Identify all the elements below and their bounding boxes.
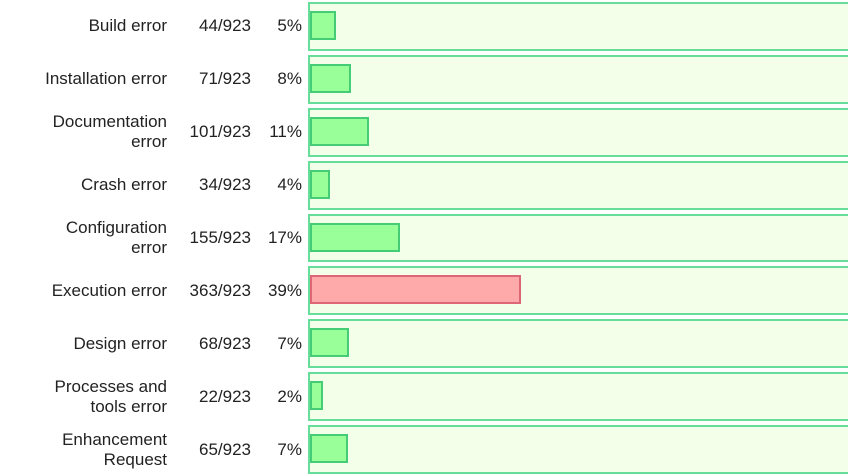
category-label: Enhancement Request [20,423,167,476]
percent-label-text: 7% [277,333,302,353]
percent-label: 8% [277,53,302,106]
bar [310,381,323,411]
category-label-text: Processes and tools error [54,376,167,416]
percent-label-text: 7% [277,439,302,459]
category-label: Processes and tools error [20,370,167,423]
bar-row: Execution error 363/923 39% [0,264,848,317]
category-label: Execution error [20,264,167,317]
category-label-text: Design error [73,333,167,353]
category-label-text: Enhancement Request [62,429,167,469]
category-label: Installation error [20,53,167,106]
percent-label-text: 4% [277,175,302,195]
count-label-text: 22/923 [199,386,251,406]
count-label-text: 71/923 [199,69,251,89]
category-label: Build error [20,0,167,53]
count-label-text: 68/923 [199,333,251,353]
count-label: 65/923 [199,423,251,476]
count-label-text: 44/923 [199,16,251,36]
bar [310,275,521,305]
category-label-text: Configuration error [65,217,167,257]
bar-track [308,372,848,422]
percent-label: 5% [277,0,302,53]
category-label: Configuration error [20,212,167,265]
bar-row: Processes and tools error 22/923 2% [0,370,848,423]
count-label: 363/923 [190,264,251,317]
count-label: 155/923 [190,212,251,265]
count-label-text: 34/923 [199,175,251,195]
percent-label: 39% [268,264,302,317]
percent-label-text: 39% [267,280,302,300]
category-label-text: Execution error [51,280,167,300]
percent-label-text: 8% [277,69,302,89]
percent-label: 2% [277,370,302,423]
percent-label: 11% [269,106,302,159]
bar [310,116,369,146]
count-label: 68/923 [199,317,251,370]
bar [310,328,350,358]
count-label: 34/923 [199,159,251,212]
count-label: 22/923 [199,370,251,423]
bar-row: Design error 68/923 7% [0,317,848,370]
count-label-text: 65/923 [199,439,251,459]
bar [310,434,348,464]
count-label: 101/923 [190,106,251,159]
bar [310,169,330,199]
category-label: Design error [20,317,167,370]
category-label-text: Documentation error [52,112,167,152]
count-label-text: 101/923 [189,122,251,142]
category-label-text: Installation error [45,69,167,89]
category-label-text: Crash error [81,175,167,195]
percent-label-text: 5% [277,16,302,36]
percent-label-text: 11% [269,122,302,142]
percent-label: 4% [277,159,302,212]
percent-label: 7% [277,423,302,476]
bar-track [308,107,848,157]
bar [310,222,400,252]
percent-label-text: 2% [277,386,302,406]
bar-row: Installation error 71/923 8% [0,53,848,106]
bar-row: Enhancement Request 65/923 7% [0,423,848,476]
percent-label: 7% [277,317,302,370]
bar-row: Configuration error 155/923 17% [0,212,848,265]
category-label: Crash error [20,159,167,212]
bar-track [308,319,848,369]
bar-track [308,2,848,51]
category-label: Documentation error [20,106,167,159]
bar-track [308,425,848,474]
count-label: 44/923 [199,0,251,53]
bar-row: Documentation error 101/923 11% [0,106,848,159]
count-label-text: 155/923 [189,227,251,247]
bar [310,11,336,40]
bar [310,63,352,93]
bar-track [308,54,848,104]
category-label-text: Build error [88,16,167,36]
count-label-text: 363/923 [189,280,251,300]
bar-row: Crash error 34/923 4% [0,159,848,212]
percent-label-text: 17% [267,227,302,247]
bar-row: Build error 44/923 5% [0,0,848,53]
count-label: 71/923 [199,53,251,106]
bar-track [308,160,848,210]
percent-label: 17% [268,212,302,265]
